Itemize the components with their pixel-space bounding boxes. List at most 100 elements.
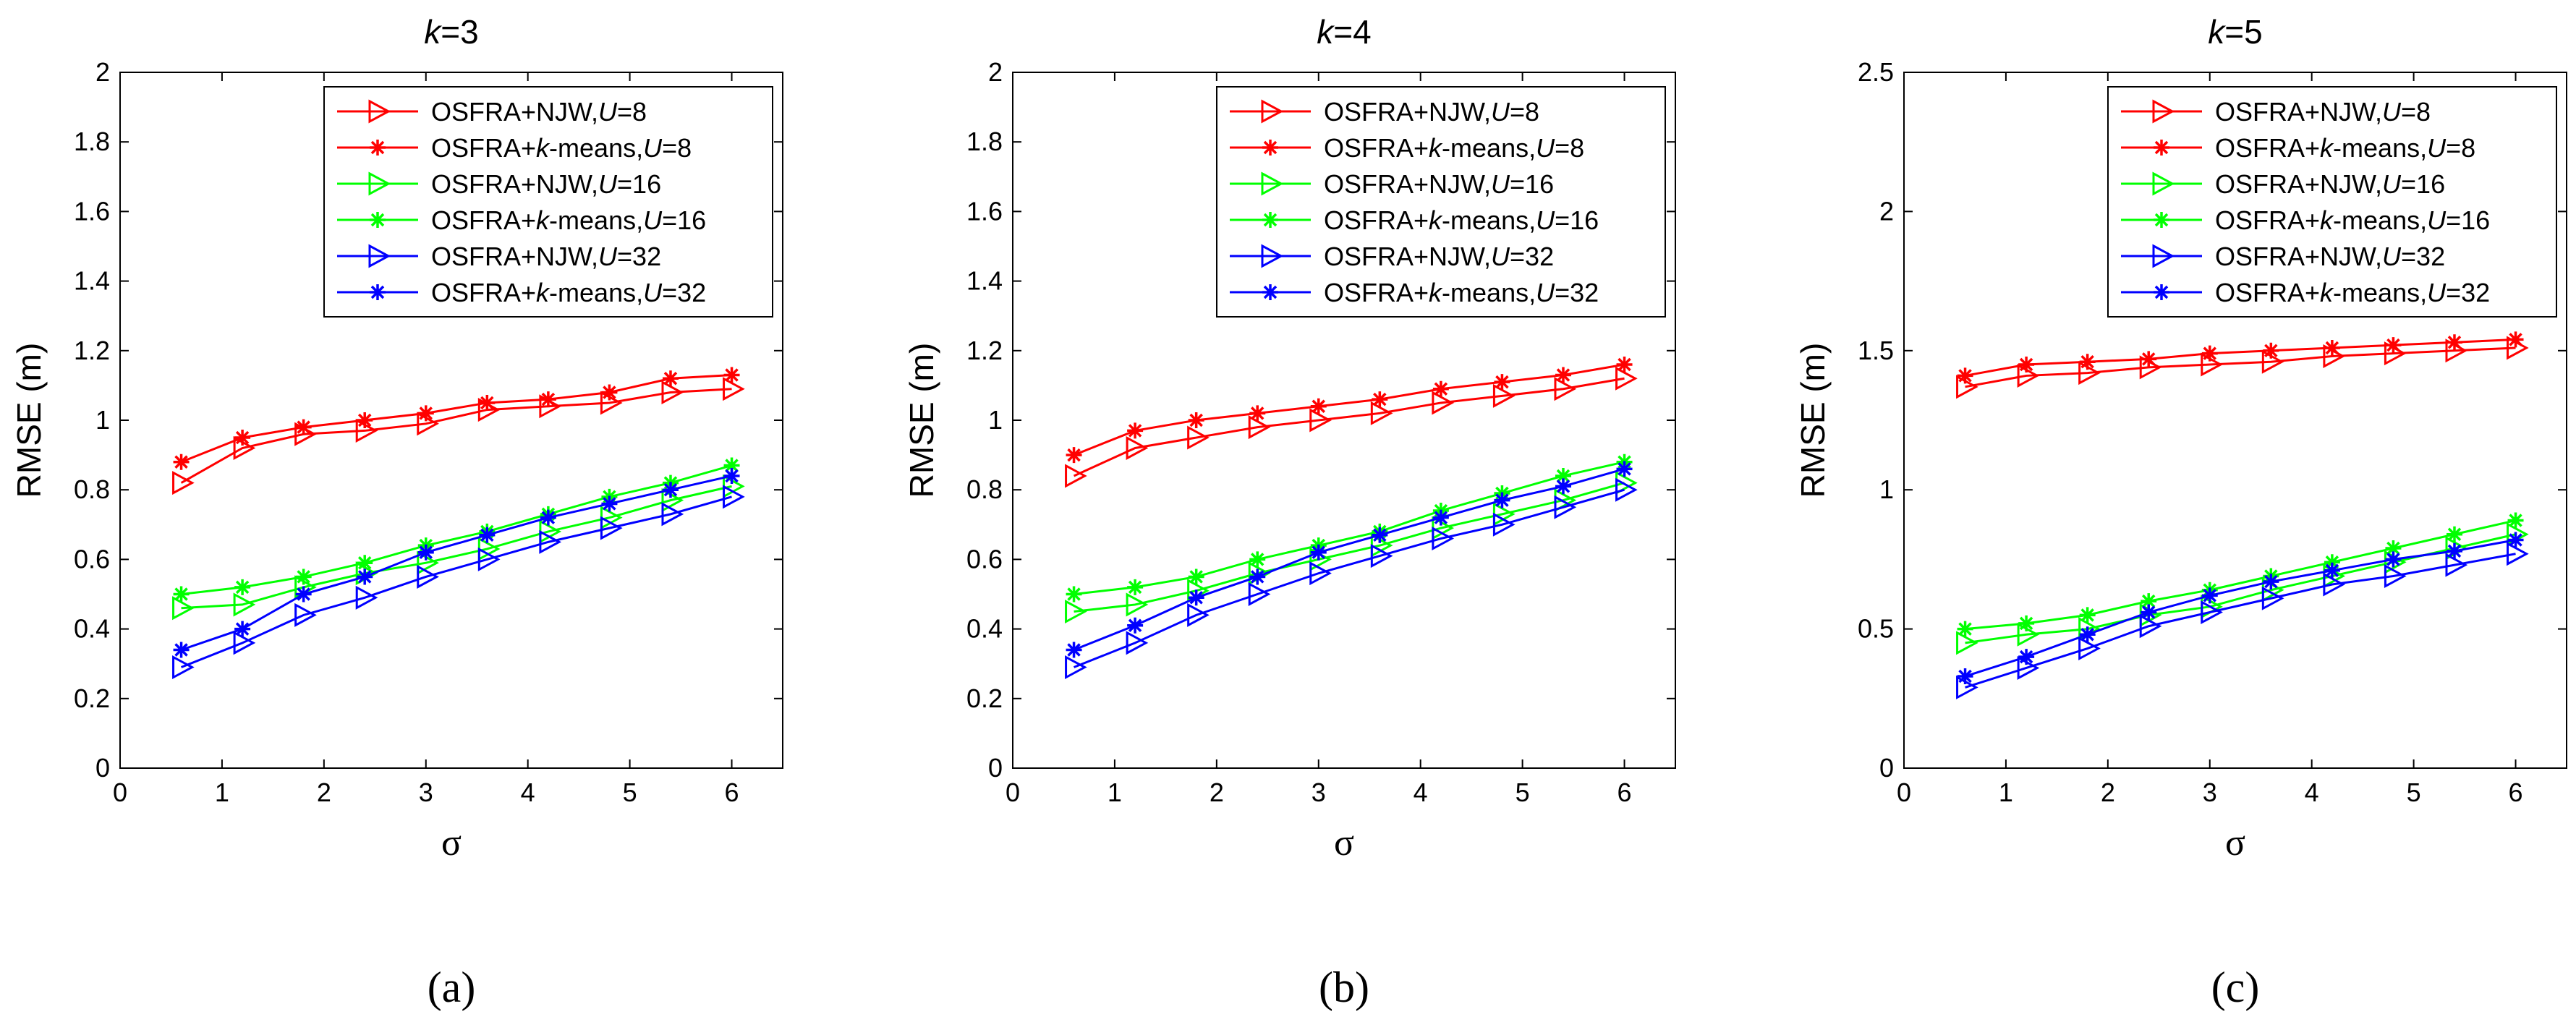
series-line (180, 388, 732, 484)
data-point-marker (2446, 334, 2462, 351)
legend-label-prefix: OSFRA+ (1324, 278, 1429, 307)
y-axis-label: RMSE (m) (1794, 343, 1832, 498)
data-point-marker (234, 430, 251, 446)
legend-label-value: =32 (1510, 242, 1554, 271)
data-point-marker (723, 377, 745, 401)
data-point-marker (2141, 593, 2157, 610)
data-point-marker (601, 384, 618, 401)
data-point-marker (1372, 391, 1388, 408)
data-point-marker (1616, 461, 1633, 477)
y-tick-label: 1.8 (74, 127, 110, 156)
data-point-marker (173, 586, 190, 602)
data-point-marker (540, 391, 556, 408)
data-point-marker (1065, 464, 1087, 488)
data-point-marker (2445, 338, 2468, 363)
data-point-marker (2079, 626, 2096, 643)
legend-label-mid: -means, (2333, 278, 2427, 307)
legend-label-variable: U (2427, 205, 2447, 235)
data-point-marker (2201, 587, 2218, 604)
data-point-marker (2324, 554, 2340, 571)
data-point-marker (2141, 604, 2157, 621)
legend-label: OSFRA+NJW,U=32 (431, 242, 661, 271)
data-point-marker (2445, 553, 2468, 577)
y-tick-label: 2 (95, 57, 110, 87)
legend-label: OSFRA+k-means,U=32 (431, 278, 706, 307)
x-tick-label: 0 (1006, 778, 1020, 807)
x-tick-label: 5 (2407, 778, 2421, 807)
x-tick-label: 5 (623, 778, 637, 807)
x-tick-label: 0 (1897, 778, 1911, 807)
series-line (1965, 346, 2516, 388)
data-point-marker (662, 482, 679, 498)
legend-label: OSFRA+NJW,U=8 (2215, 97, 2431, 127)
legend-label-prefix: OSFRA+NJW, (431, 97, 598, 127)
legend-label-variable: U (2427, 278, 2447, 307)
legend-label-value: =8 (2446, 133, 2475, 163)
data-point-marker (2507, 512, 2524, 529)
legend-item: OSFRA+k-means,U=16 (2121, 205, 2490, 235)
data-point-marker (233, 631, 256, 655)
legend-label-value: =16 (2446, 205, 2490, 235)
legend-label-variable: U (1536, 278, 1555, 307)
data-point-marker (1249, 569, 1266, 585)
legend-label-variable: U (643, 278, 663, 307)
legend-label-prefix: OSFRA+ (431, 278, 536, 307)
y-tick-label: 2.5 (1858, 57, 1894, 87)
chart-title-value: =3 (441, 13, 478, 51)
legend-label-value: =32 (2401, 242, 2445, 271)
legend-label-value: =16 (2401, 169, 2445, 199)
data-point-marker (1555, 367, 1571, 383)
legend-label: OSFRA+k-means,U=8 (1324, 133, 1584, 163)
data-point-marker (2201, 345, 2218, 362)
legend-label-k: k (536, 278, 551, 307)
legend-label-variable: U (643, 205, 663, 235)
legend-item: OSFRA+NJW,U=32 (337, 242, 661, 271)
legend-label-k: k (1429, 133, 1443, 163)
data-point-marker (1370, 544, 1393, 569)
panel-label: (a) (428, 963, 476, 1011)
x-tick-label: 5 (1516, 778, 1530, 807)
legend-label: OSFRA+k-means,U=32 (2215, 278, 2490, 307)
legend-box (1216, 86, 1666, 318)
legend: OSFRA+NJW,U=8OSFRA+k-means,U=8OSFRA+NJW,… (2107, 86, 2557, 318)
data-point-marker (723, 467, 740, 484)
x-tick-label: 4 (1414, 778, 1428, 807)
data-point-marker (1065, 600, 1087, 624)
data-point-marker (1615, 477, 1638, 502)
data-point-marker (1372, 527, 1388, 543)
data-point-marker (2139, 355, 2162, 380)
y-tick-label: 0.5 (1858, 614, 1894, 644)
legend-label-prefix: OSFRA+NJW, (1324, 169, 1491, 199)
legend-label-variable: U (1491, 169, 1510, 199)
y-tick-label: 1 (1879, 474, 1894, 504)
data-point-marker (661, 488, 684, 513)
data-point-marker (1957, 367, 1973, 384)
data-point-marker (2017, 622, 2040, 647)
chart-title-variable: k (1317, 13, 1335, 51)
series-3 (1065, 471, 1638, 624)
series-line (181, 485, 732, 610)
y-tick-label: 1.4 (74, 266, 110, 296)
legend-label-k: k (1429, 205, 1443, 235)
data-point-marker (477, 547, 501, 571)
legend-label-prefix: OSFRA+NJW, (2215, 97, 2382, 127)
data-point-marker (1187, 425, 1210, 450)
y-tick-label: 1.6 (966, 196, 1003, 226)
data-point-marker (172, 655, 195, 680)
x-axis-label: σ (441, 822, 462, 864)
data-point-marker (2201, 352, 2223, 377)
x-tick-label: 0 (113, 778, 127, 807)
data-point-marker (723, 485, 745, 509)
legend-label-k: k (536, 205, 551, 235)
data-point-marker (2261, 586, 2284, 610)
data-point-marker (1066, 447, 1082, 464)
legend-label-value: =16 (617, 169, 661, 199)
data-point-marker (1494, 374, 1510, 391)
data-point-marker (1494, 492, 1510, 508)
y-tick-label: 1.5 (1858, 336, 1894, 365)
data-point-marker (601, 495, 618, 512)
panel-label: (b) (1319, 963, 1369, 1011)
data-point-marker (1957, 621, 1973, 637)
series-line (1074, 461, 1625, 595)
data-point-marker (295, 569, 312, 585)
